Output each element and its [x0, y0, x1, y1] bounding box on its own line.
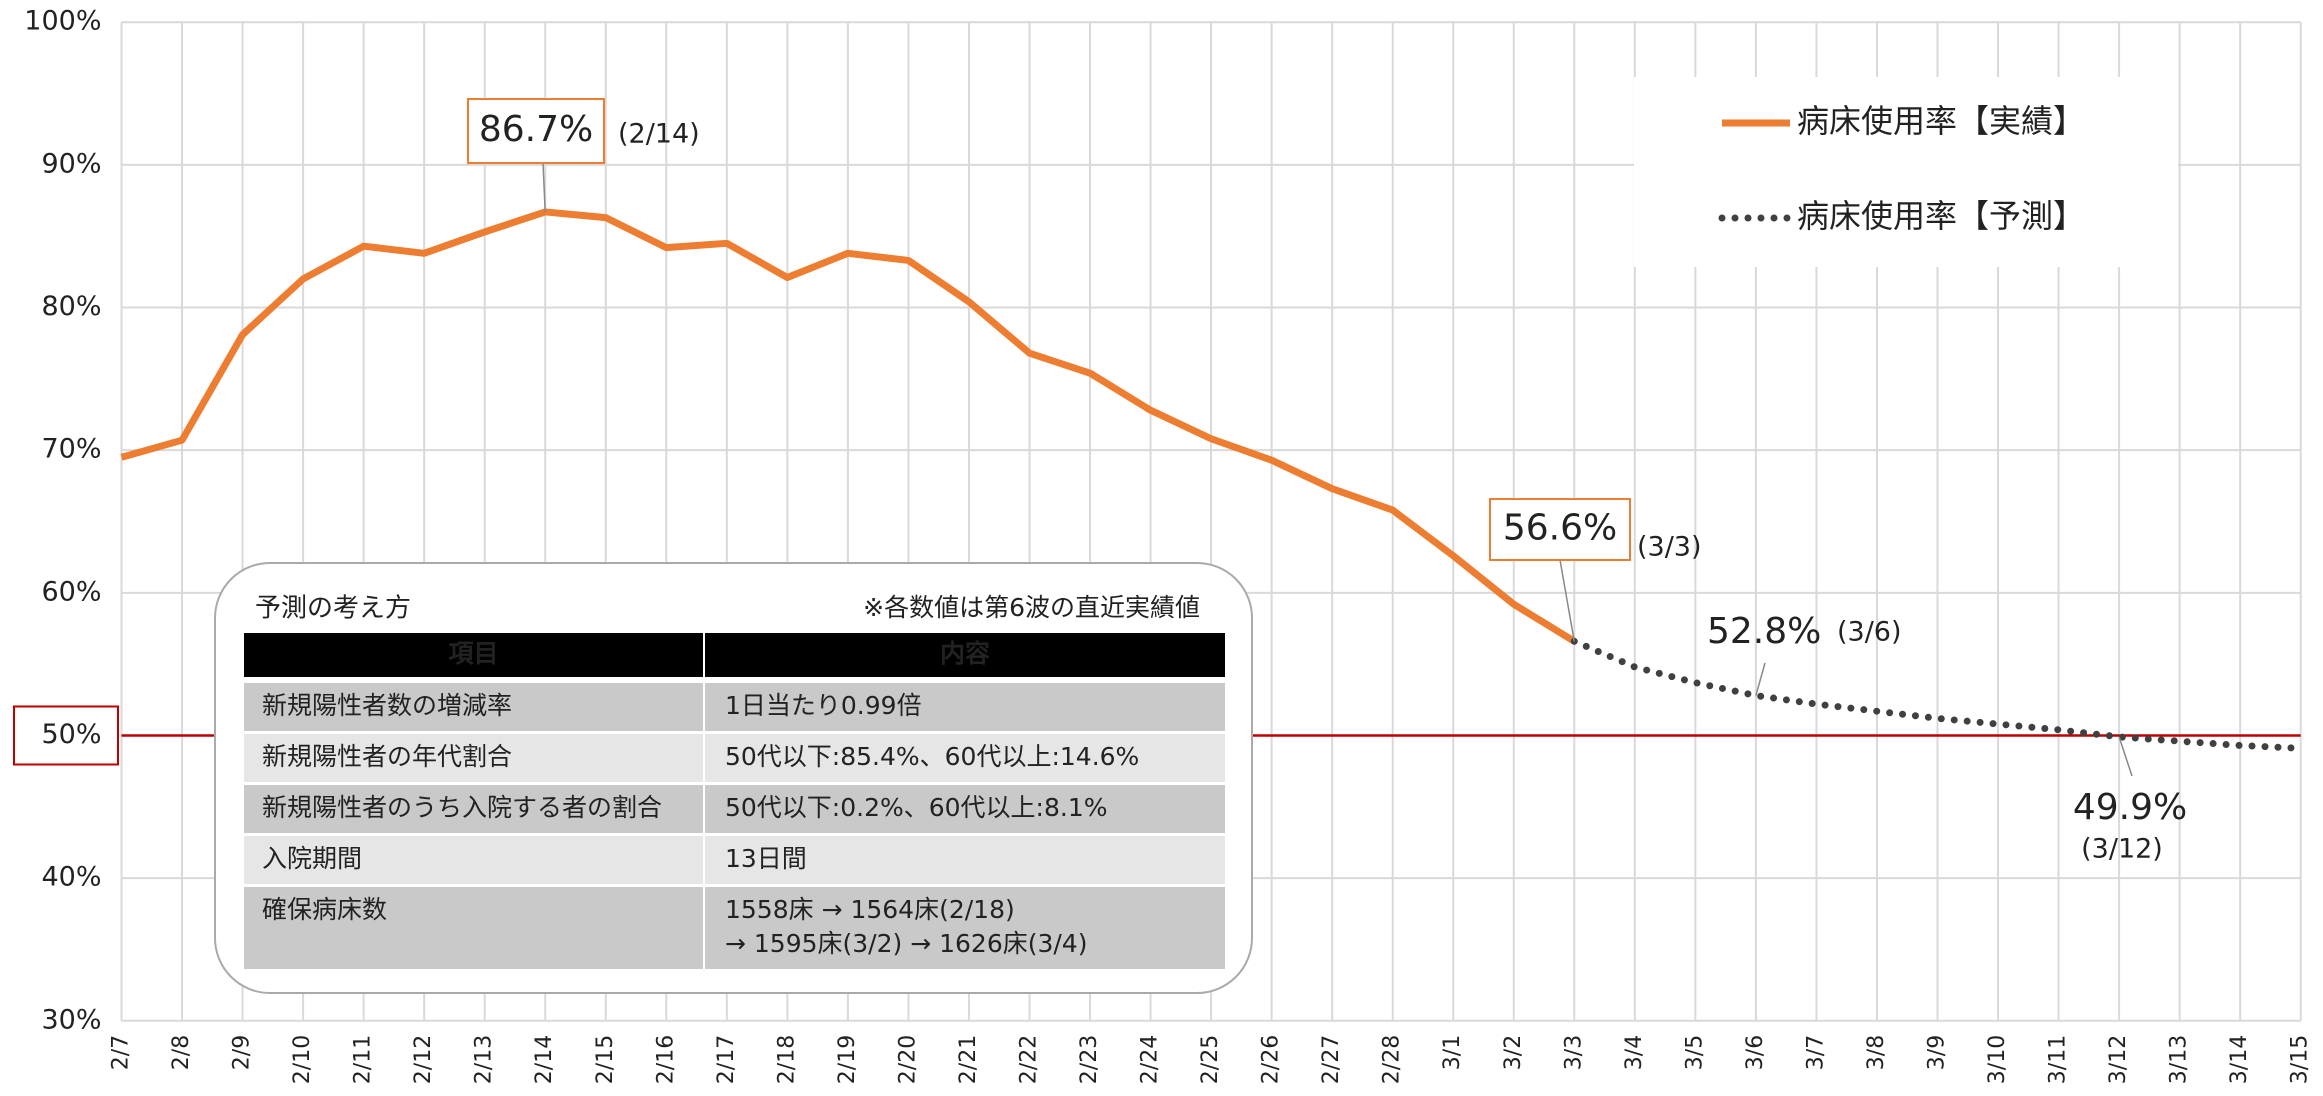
table-cell-text: 確保病床数: [262, 895, 387, 924]
x-tick-label: 2/16: [653, 1035, 678, 1084]
data-label-note: (2/14): [618, 119, 700, 150]
legend-label: 病床使用率【予測】: [1797, 197, 2085, 235]
x-tick-label: 3/3: [1561, 1035, 1586, 1070]
x-tick-label: 3/9: [1925, 1035, 1950, 1070]
x-tick-label: 2/17: [714, 1035, 739, 1084]
x-tick-label: 2/11: [351, 1035, 376, 1084]
table-cell-text: 13日間: [725, 844, 807, 873]
data-label: 56.6%: [1503, 508, 1617, 549]
x-tick-label: 2/24: [1138, 1035, 1163, 1084]
leader-line: [2118, 736, 2133, 777]
x-tick-label: 2/12: [411, 1035, 436, 1084]
reference-label-box: [13, 705, 119, 766]
table-header: [244, 633, 703, 677]
x-tick-label: 3/13: [2167, 1035, 2192, 1084]
table-cell: [244, 734, 703, 782]
leader-line: [542, 162, 546, 212]
table-header-text: 内容: [940, 639, 990, 668]
series-line: [1570, 637, 2305, 752]
table-cell-text: 新規陽性者の年代割合: [262, 742, 512, 771]
label-box: [1489, 498, 1631, 561]
series-line: [120, 208, 1577, 645]
y-tick-label: 90%: [41, 148, 101, 179]
table-cell-text: 入院期間: [262, 844, 362, 873]
leader-line: [1755, 662, 1766, 696]
x-tick-label: 2/19: [835, 1035, 860, 1084]
y-tick-label: 40%: [41, 862, 101, 893]
x-tick-label: 3/14: [2227, 1035, 2252, 1084]
leader-line: [1559, 559, 1576, 642]
table-cell: [244, 785, 703, 833]
table-header-text: 項目: [448, 639, 498, 668]
table-cell-text: 50代以下:0.2%、60代以上:8.1%: [725, 793, 1108, 822]
table-cell: [244, 683, 703, 731]
label-box: [467, 98, 605, 164]
x-tick-label: 2/25: [1198, 1035, 1223, 1084]
table-cell-text: 1日当たり0.99倍: [725, 691, 922, 720]
x-tick-label: 2/20: [895, 1035, 920, 1084]
x-tick-label: 3/5: [1682, 1035, 1707, 1070]
table-cell-text: 1558床 → 1564床(2/18): [725, 895, 1015, 924]
table-cell: [705, 683, 1225, 731]
x-tick-label: 2/27: [1319, 1035, 1344, 1084]
y-tick-label: 60%: [41, 576, 101, 607]
table-cell: [705, 887, 1225, 969]
x-tick-label: 2/15: [593, 1035, 618, 1084]
x-tick-label: 3/4: [1622, 1035, 1647, 1070]
inset-title: 予測の考え方: [255, 594, 411, 624]
table-cell: [244, 887, 703, 969]
data-label: 52.8%: [1707, 611, 1821, 652]
table-cell-text: → 1595床(3/2) → 1626床(3/4): [725, 929, 1087, 958]
x-tick-label: 2/7: [109, 1035, 134, 1070]
data-label: 49.9%: [2073, 787, 2187, 828]
table-cell: [705, 734, 1225, 782]
x-tick-label: 3/8: [1864, 1035, 1889, 1070]
x-tick-label: 2/26: [1259, 1035, 1284, 1084]
x-tick-label: 2/8: [169, 1035, 194, 1070]
x-tick-label: 3/10: [1985, 1035, 2010, 1084]
x-tick-label: 2/21: [956, 1035, 981, 1084]
y-tick-label: 100%: [24, 6, 101, 37]
table-cell-text: 50代以下:85.4%、60代以上:14.6%: [725, 742, 1139, 771]
legend-box: [1634, 77, 2178, 267]
x-tick-label: 3/6: [1743, 1035, 1768, 1070]
x-tick-label: 3/2: [1501, 1035, 1526, 1070]
table-cell: [244, 836, 703, 884]
data-label-note: (3/3): [1637, 532, 1702, 563]
legend-label: 病床使用率【実績】: [1797, 102, 2085, 140]
table-cell: [705, 785, 1225, 833]
data-label: 86.7%: [479, 109, 593, 150]
y-tick-label: 80%: [41, 291, 101, 322]
x-tick-label: 3/11: [2046, 1035, 2071, 1084]
x-tick-label: 2/13: [472, 1035, 497, 1084]
table-header: [705, 633, 1225, 677]
x-tick-label: 2/9: [230, 1035, 255, 1070]
x-tick-label: 2/14: [532, 1035, 557, 1084]
x-tick-label: 2/10: [290, 1035, 315, 1084]
y-tick-label: 50%: [41, 719, 101, 750]
table-cell-text: 新規陽性者数の増減率: [262, 691, 512, 720]
x-tick-label: 3/1: [1440, 1035, 1465, 1070]
table-cell: [705, 836, 1225, 884]
x-tick-label: 2/18: [774, 1035, 799, 1084]
y-tick-label: 70%: [41, 434, 101, 465]
y-tick-label: 30%: [41, 1004, 101, 1035]
inset-note: ※各数値は第6波の直近実績値: [863, 593, 1200, 622]
table-cell-text: 新規陽性者のうち入院する者の割合: [262, 793, 662, 822]
x-tick-label: 2/22: [1017, 1035, 1042, 1084]
x-tick-label: 2/23: [1077, 1035, 1102, 1084]
data-label-note: (3/6): [1837, 617, 1902, 648]
x-tick-label: 3/12: [2106, 1035, 2131, 1084]
x-tick-label: 2/28: [1380, 1035, 1405, 1084]
data-label-note: (3/12): [2081, 834, 2163, 865]
x-tick-label: 3/7: [1803, 1035, 1828, 1070]
x-tick-label: 3/15: [2288, 1035, 2313, 1084]
